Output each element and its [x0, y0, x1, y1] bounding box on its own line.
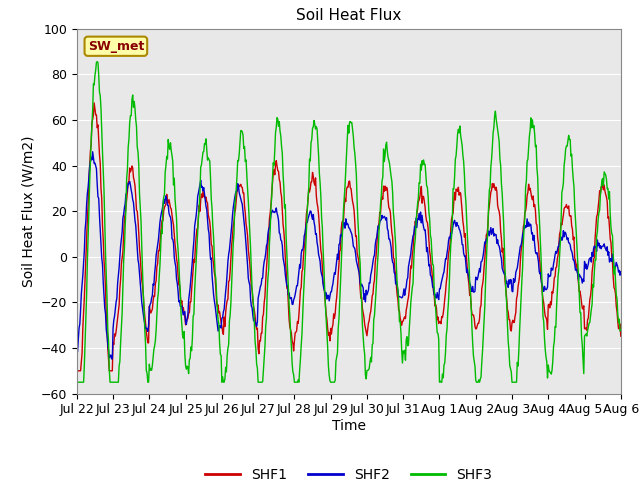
SHF2	[342, 216, 349, 222]
SHF2	[89, 149, 97, 155]
SHF1	[617, 333, 625, 339]
SHF3	[216, 351, 224, 357]
Text: SW_met: SW_met	[88, 40, 144, 53]
SHF3	[193, 243, 201, 249]
Line: SHF2: SHF2	[77, 152, 621, 359]
SHF1	[193, 226, 201, 232]
SHF3	[73, 379, 81, 385]
SHF3	[93, 59, 101, 64]
Legend: SHF1, SHF2, SHF3: SHF1, SHF2, SHF3	[200, 463, 498, 480]
SHF1	[216, 315, 224, 321]
SHF1	[568, 223, 575, 229]
SHF2	[108, 356, 115, 362]
SHF3	[448, 233, 456, 239]
SHF1	[341, 196, 349, 202]
Y-axis label: Soil Heat Flux (W/m2): Soil Heat Flux (W/m2)	[21, 135, 35, 287]
SHF2	[617, 269, 625, 275]
SHF1	[73, 368, 81, 374]
Title: Soil Heat Flux: Soil Heat Flux	[296, 9, 401, 24]
SHF1	[448, 216, 456, 222]
SHF2	[395, 294, 403, 300]
Line: SHF3: SHF3	[77, 61, 621, 382]
Line: SHF1: SHF1	[77, 103, 621, 371]
SHF2	[73, 351, 81, 357]
SHF3	[617, 327, 625, 333]
SHF1	[90, 100, 98, 106]
SHF1	[394, 297, 402, 302]
SHF3	[394, 288, 402, 293]
SHF2	[449, 227, 456, 233]
X-axis label: Time: Time	[332, 419, 366, 433]
SHF2	[217, 325, 225, 331]
SHF2	[568, 252, 576, 257]
SHF3	[568, 151, 575, 157]
SHF2	[194, 193, 202, 199]
SHF3	[341, 183, 349, 189]
